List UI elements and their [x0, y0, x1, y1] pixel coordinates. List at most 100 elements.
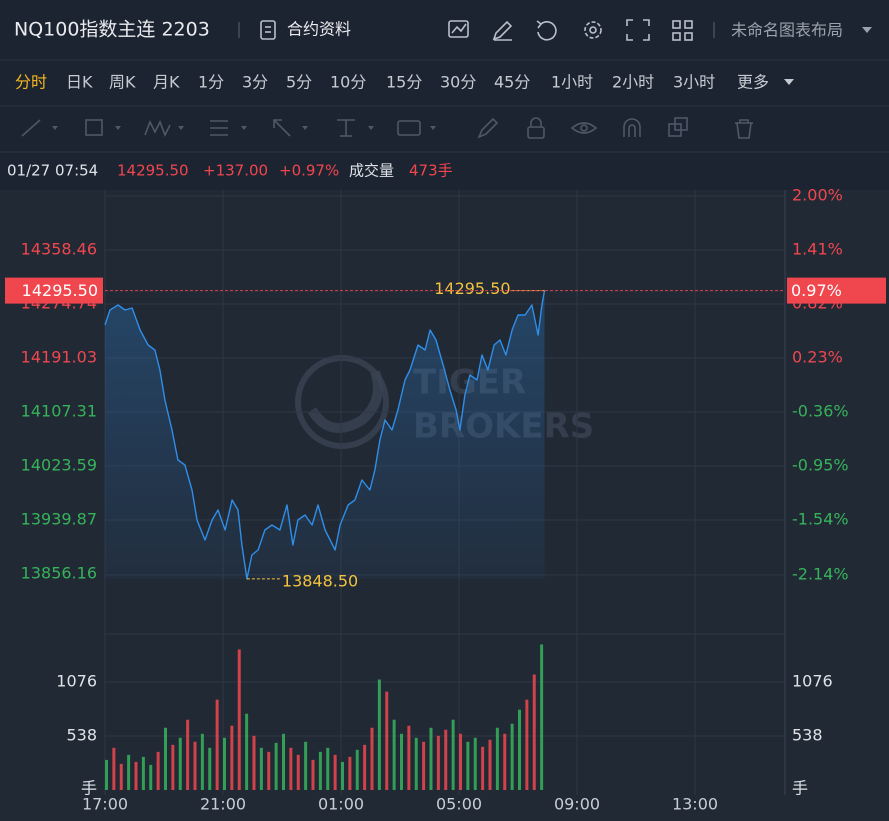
period-tab[interactable]: 周K	[109, 73, 136, 92]
volume-tick-label: 538	[792, 725, 823, 744]
layout-icon[interactable]	[672, 20, 693, 41]
layout-name: 未命名图表布局	[731, 21, 843, 40]
volume-bar	[392, 719, 396, 790]
volume-tick-label: 1076	[56, 671, 97, 690]
period-tab[interactable]: 10分	[330, 73, 366, 92]
volume-bar	[436, 735, 440, 790]
volume-bar	[532, 674, 536, 790]
draw-icon[interactable]	[492, 20, 513, 41]
rect-tool[interactable]	[85, 119, 121, 136]
layout-menu[interactable]: 未命名图表布局	[731, 21, 872, 40]
volume-bar	[178, 737, 182, 790]
x-tick-label: 05:00	[436, 795, 482, 814]
fullscreen-icon[interactable]	[626, 19, 650, 41]
copy-tool[interactable]	[668, 117, 688, 137]
volume-bar	[208, 747, 212, 790]
last-pct-label: 0.97%	[791, 281, 842, 300]
volume-bar	[267, 751, 271, 790]
drawing-toolbar	[21, 117, 753, 139]
y2-tick-label: -1.54%	[792, 510, 849, 529]
y2-tick-label: -2.14%	[792, 564, 849, 583]
contract-info-button[interactable]: 合约资料	[260, 20, 351, 40]
reset-icon[interactable]	[536, 20, 557, 41]
pattern-tool[interactable]	[144, 120, 184, 137]
fib-tool[interactable]	[210, 120, 247, 136]
volume-bar	[149, 764, 153, 790]
y2-tick-label: -0.36%	[792, 402, 849, 421]
volume-bar	[200, 733, 204, 790]
volume-label: 成交量	[349, 162, 394, 180]
period-tab[interactable]: 更多	[737, 73, 769, 92]
volume-bar	[348, 756, 352, 790]
period-tab[interactable]: 15分	[386, 73, 422, 92]
volume-bar	[156, 751, 160, 790]
volume-bar	[318, 751, 322, 790]
period-tab[interactable]: 3小时	[673, 73, 715, 92]
quote-time: 01/27 07:54	[7, 162, 98, 180]
contract-info: 合约资料	[287, 20, 351, 39]
volume-bar	[237, 649, 241, 790]
volume-bar	[296, 754, 300, 790]
line-tool[interactable]	[21, 119, 58, 137]
period-tab[interactable]: 分时	[15, 73, 47, 92]
volume-bar	[481, 746, 485, 790]
period-tab[interactable]: 月K	[153, 73, 180, 92]
volume-bar	[171, 744, 175, 790]
volume-bar	[259, 747, 263, 790]
period-tab[interactable]: 1小时	[551, 73, 593, 92]
volume-bar	[363, 744, 367, 790]
volume-bar	[451, 719, 455, 790]
volume-bar	[444, 729, 448, 790]
volume-tick-label: 538	[66, 725, 97, 744]
quote-line: 01/27 07:54 14295.50 +137.00 +0.97% 成交量 …	[7, 162, 453, 180]
volume-bar	[414, 737, 418, 790]
volume-bar	[193, 741, 197, 790]
y-tick-label: 14023.59	[21, 455, 97, 474]
volume-bar	[459, 733, 462, 790]
volume-bar	[245, 713, 249, 790]
volume-bar	[274, 742, 278, 790]
quote-change: +137.00	[203, 162, 268, 180]
arrow-tool[interactable]	[273, 119, 308, 137]
volume-bar	[252, 735, 256, 790]
volume-bar	[341, 761, 344, 790]
period-tab[interactable]: 2小时	[612, 73, 654, 92]
period-tab[interactable]: 5分	[286, 73, 312, 92]
y2-tick-label: -0.95%	[792, 456, 849, 475]
period-tab[interactable]: 1分	[198, 73, 224, 92]
price-line	[104, 290, 546, 580]
volume-bar	[495, 727, 499, 790]
volume-bar	[355, 749, 359, 790]
volume-bar	[473, 737, 477, 790]
settings-icon[interactable]	[584, 21, 602, 39]
volume-bar	[333, 754, 337, 790]
annotation-label: 13848.50	[282, 571, 358, 590]
volume-bar	[326, 747, 330, 790]
lock-tool[interactable]	[527, 117, 545, 139]
volume-bar	[141, 756, 145, 790]
measure-tool[interactable]	[337, 119, 374, 137]
delete-tool[interactable]	[735, 119, 753, 139]
period-tab[interactable]: 30分	[440, 73, 476, 92]
text-tool[interactable]	[397, 120, 436, 136]
x-tick-label: 21:00	[200, 795, 246, 814]
period-tab[interactable]: 日K	[66, 73, 93, 92]
period-tab[interactable]: 3分	[242, 73, 268, 92]
y-tick-label: 14107.31	[21, 401, 97, 420]
watermark-logo	[307, 370, 383, 433]
volume-bar	[105, 759, 108, 790]
indicator-icon[interactable]	[448, 20, 469, 38]
last-price-badge	[5, 277, 103, 304]
brush-tool[interactable]	[477, 117, 499, 139]
y2-tick-label: 1.41%	[792, 240, 843, 259]
magnet-tool[interactable]	[623, 118, 641, 137]
volume-bar	[503, 733, 507, 790]
y2-tick-label: 0.23%	[792, 348, 843, 367]
annotation-label: 14295.50	[434, 279, 510, 298]
dropdown-arrow	[862, 27, 872, 33]
eye-tool[interactable]	[570, 122, 598, 134]
period-tab[interactable]: 45分	[494, 73, 530, 92]
quote-price: 14295.50	[117, 162, 189, 180]
volume-unit: 手	[792, 779, 808, 798]
